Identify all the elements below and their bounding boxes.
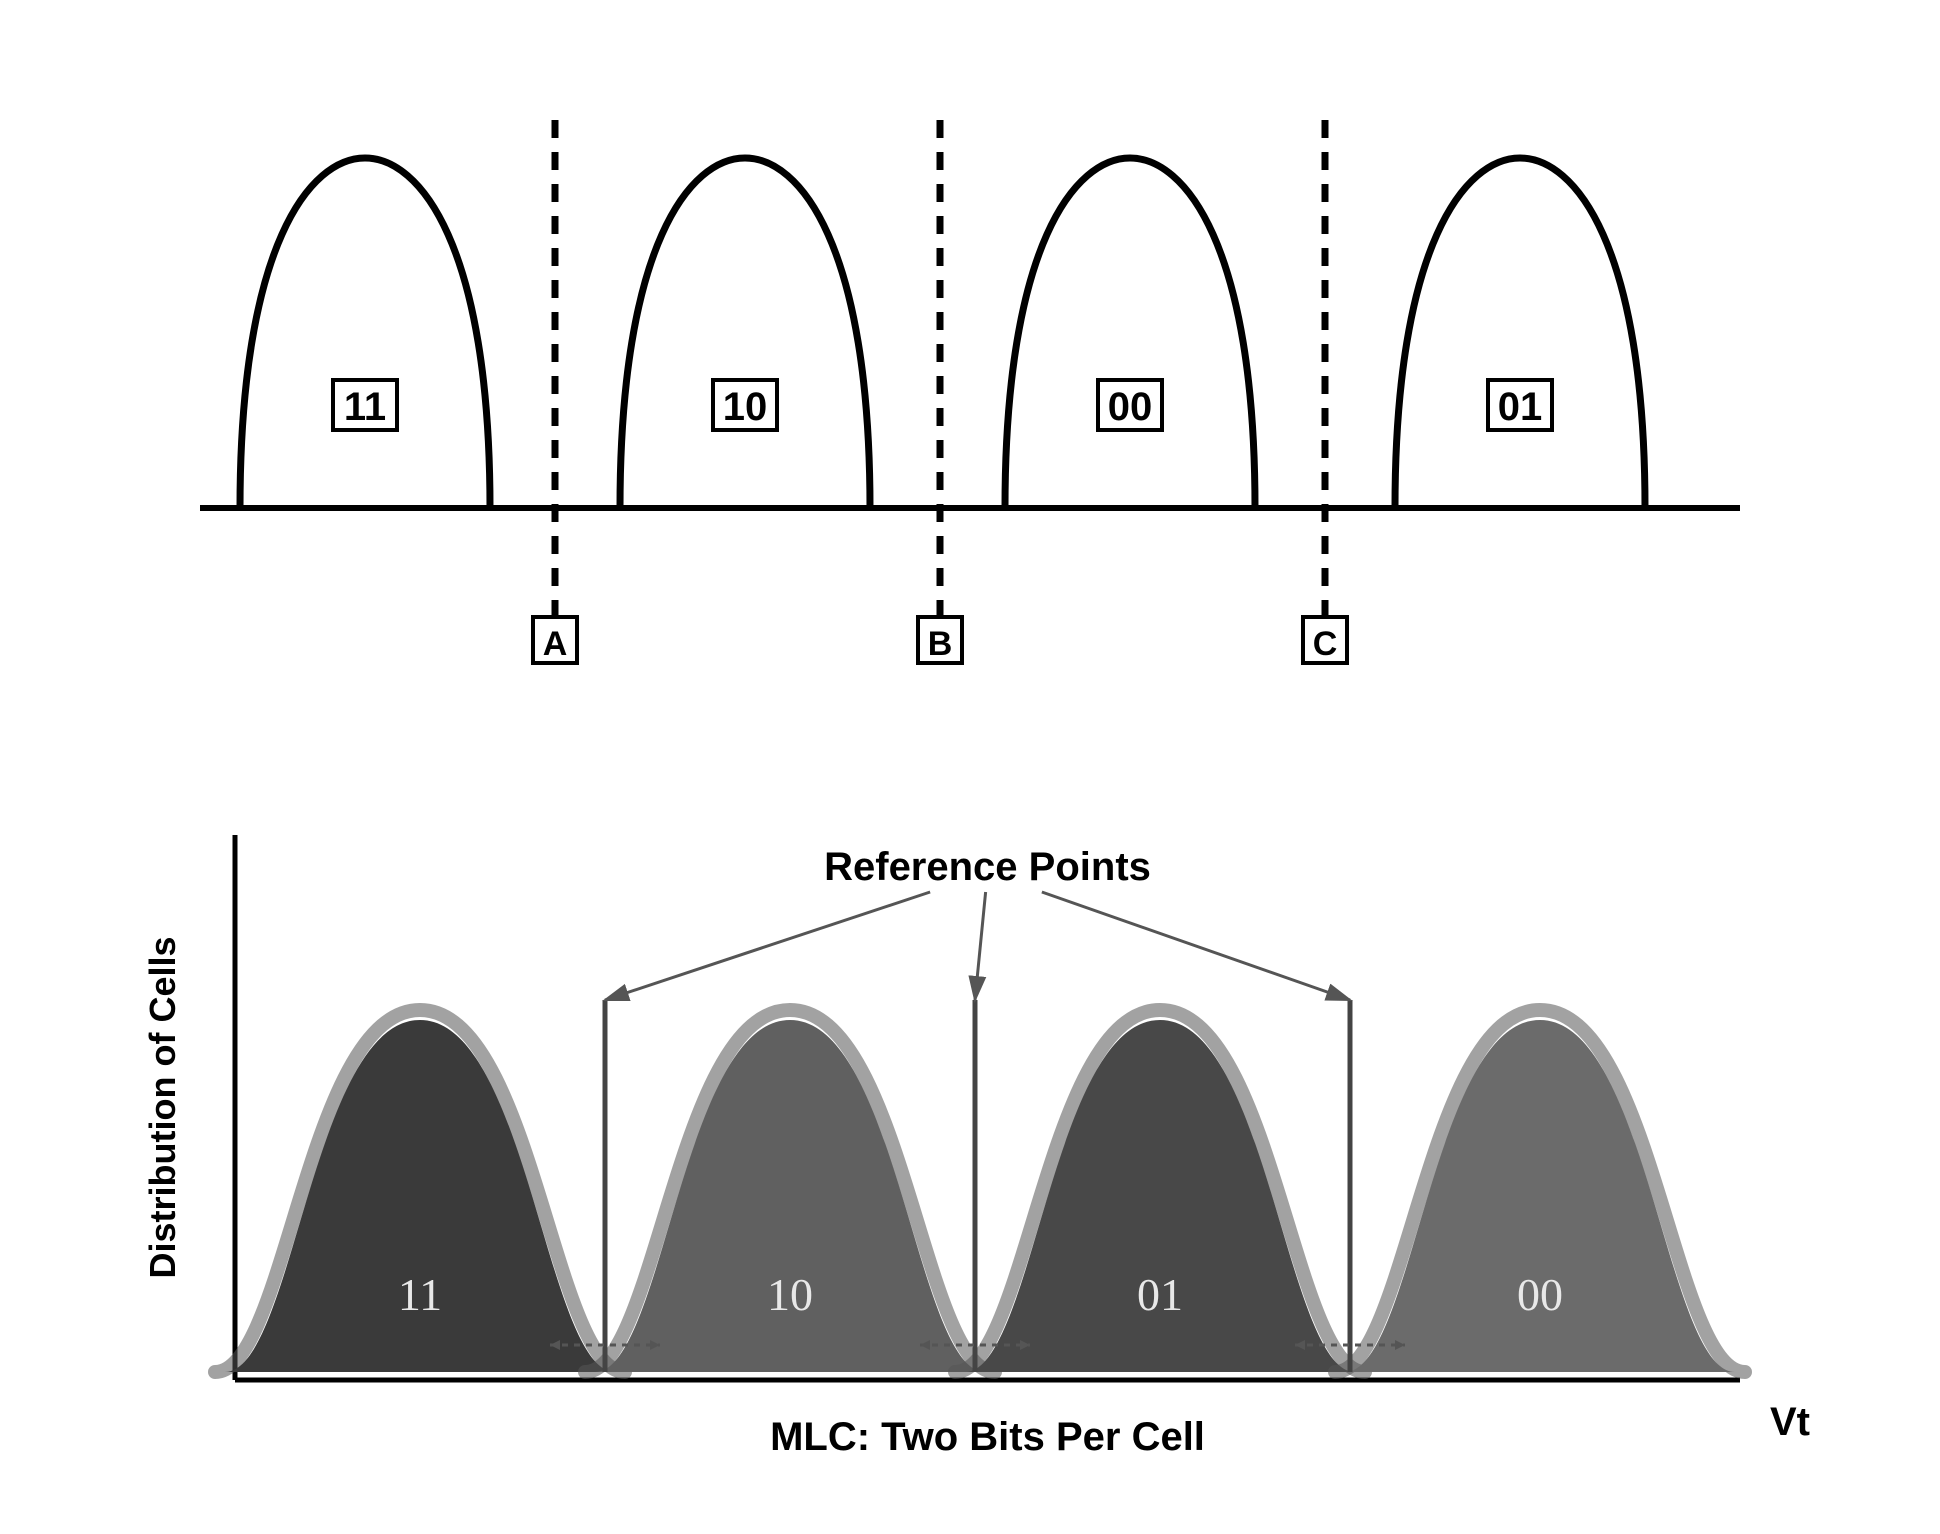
lower-x-label: MLC: Two Bits Per Cell bbox=[770, 1415, 1205, 1459]
upper-state-label: 11 bbox=[344, 385, 386, 429]
upper-lobe bbox=[240, 158, 490, 508]
lower-title-arrow bbox=[975, 892, 986, 1000]
upper-lobe bbox=[1395, 158, 1645, 508]
upper-lobe bbox=[1005, 158, 1255, 508]
upper-ref-label: A bbox=[543, 625, 568, 663]
lower-xaxis-tail: Vt bbox=[1770, 1400, 1810, 1444]
lower-y-label: Distribution of Cells bbox=[142, 937, 183, 1279]
upper-state-label: 01 bbox=[1498, 385, 1543, 429]
lower-title-arrow bbox=[1042, 892, 1350, 1000]
lower-bell-label: 01 bbox=[1137, 1269, 1183, 1320]
lower-title: Reference Points bbox=[824, 845, 1151, 889]
upper-state-label: 00 bbox=[1108, 385, 1153, 429]
lower-bell-label: 00 bbox=[1517, 1269, 1563, 1320]
upper-lobe bbox=[620, 158, 870, 508]
lower-bell-label: 11 bbox=[398, 1269, 442, 1320]
upper-ref-label: C bbox=[1313, 625, 1338, 663]
upper-state-label: 10 bbox=[723, 385, 768, 429]
lower-title-arrow bbox=[605, 892, 930, 1000]
lower-bell-label: 10 bbox=[767, 1269, 813, 1320]
upper-ref-label: B bbox=[928, 625, 953, 663]
